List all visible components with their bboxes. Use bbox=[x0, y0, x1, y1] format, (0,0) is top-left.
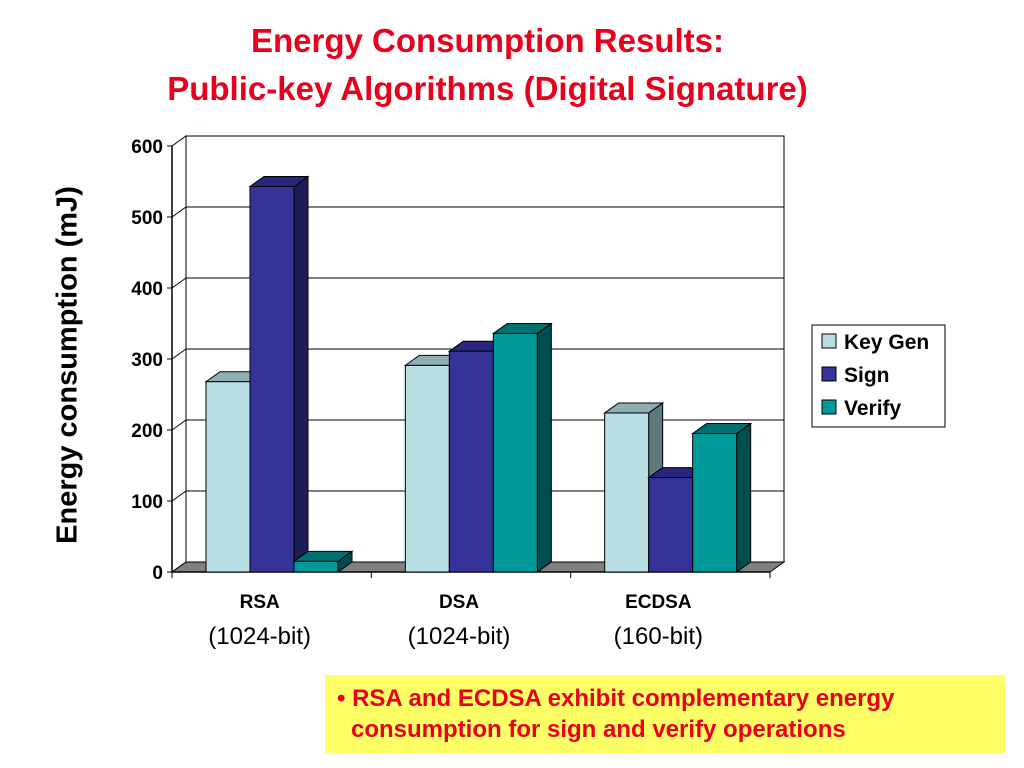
bar-verify-ecdsa bbox=[691, 422, 753, 573]
bar-front bbox=[692, 433, 738, 573]
note-line-2: consumption for sign and verify operatio… bbox=[351, 716, 846, 743]
y-tick-label: 300 bbox=[131, 350, 163, 371]
x-tick-label: DSA bbox=[439, 592, 479, 613]
legend-swatch bbox=[821, 399, 837, 415]
legend: Key Gen Sign Verify bbox=[811, 324, 946, 428]
gridline-side bbox=[171, 206, 187, 218]
legend-label: Sign bbox=[844, 364, 890, 387]
legend-swatch bbox=[821, 366, 837, 382]
legend-swatch bbox=[821, 333, 837, 349]
chart-title: Energy Consumption Results: bbox=[250, 22, 725, 59]
x-tick-label: RSA bbox=[240, 592, 280, 613]
y-tick-label: 200 bbox=[131, 421, 163, 442]
bar-sign-rsa bbox=[248, 175, 310, 573]
note-box: • RSA and ECDSA exhibit complementary en… bbox=[325, 675, 1005, 753]
gridline-side bbox=[171, 277, 187, 289]
bar-front bbox=[205, 381, 251, 573]
y-tick-label: 100 bbox=[131, 492, 163, 513]
y-tick-label: 600 bbox=[131, 137, 163, 158]
note-line-1: • RSA and ECDSA exhibit complementary en… bbox=[337, 685, 895, 712]
chart-subtitle: Public-key Algorithms (Digital Signature… bbox=[167, 70, 808, 107]
y-tick-label: 0 bbox=[152, 563, 163, 584]
gridline-side bbox=[171, 348, 187, 360]
bar-front bbox=[448, 350, 494, 573]
x-tick-sublabel: (160-bit) bbox=[614, 623, 703, 650]
bar-front bbox=[293, 560, 339, 573]
bar-front bbox=[492, 332, 538, 573]
bar-side bbox=[293, 175, 309, 573]
gridline-side bbox=[171, 419, 187, 431]
bar-front bbox=[604, 412, 650, 573]
legend-label: Key Gen bbox=[844, 331, 929, 354]
y-tick-label: 400 bbox=[131, 279, 163, 300]
bar-side bbox=[736, 422, 752, 573]
y-tick-label: 500 bbox=[131, 208, 163, 229]
x-tick-sublabel: (1024-bit) bbox=[408, 623, 511, 650]
bar-front bbox=[249, 185, 295, 573]
x-tick-label: ECDSA bbox=[625, 592, 692, 613]
gridline-side bbox=[171, 490, 187, 502]
legend-label: Verify bbox=[844, 397, 902, 420]
bar-front bbox=[648, 477, 694, 573]
x-tick-sublabel: (1024-bit) bbox=[208, 623, 311, 650]
bar-front bbox=[404, 364, 450, 573]
bar-side bbox=[536, 322, 552, 573]
bar-verify-rsa bbox=[292, 550, 354, 573]
bar-verify-dsa bbox=[491, 322, 553, 573]
